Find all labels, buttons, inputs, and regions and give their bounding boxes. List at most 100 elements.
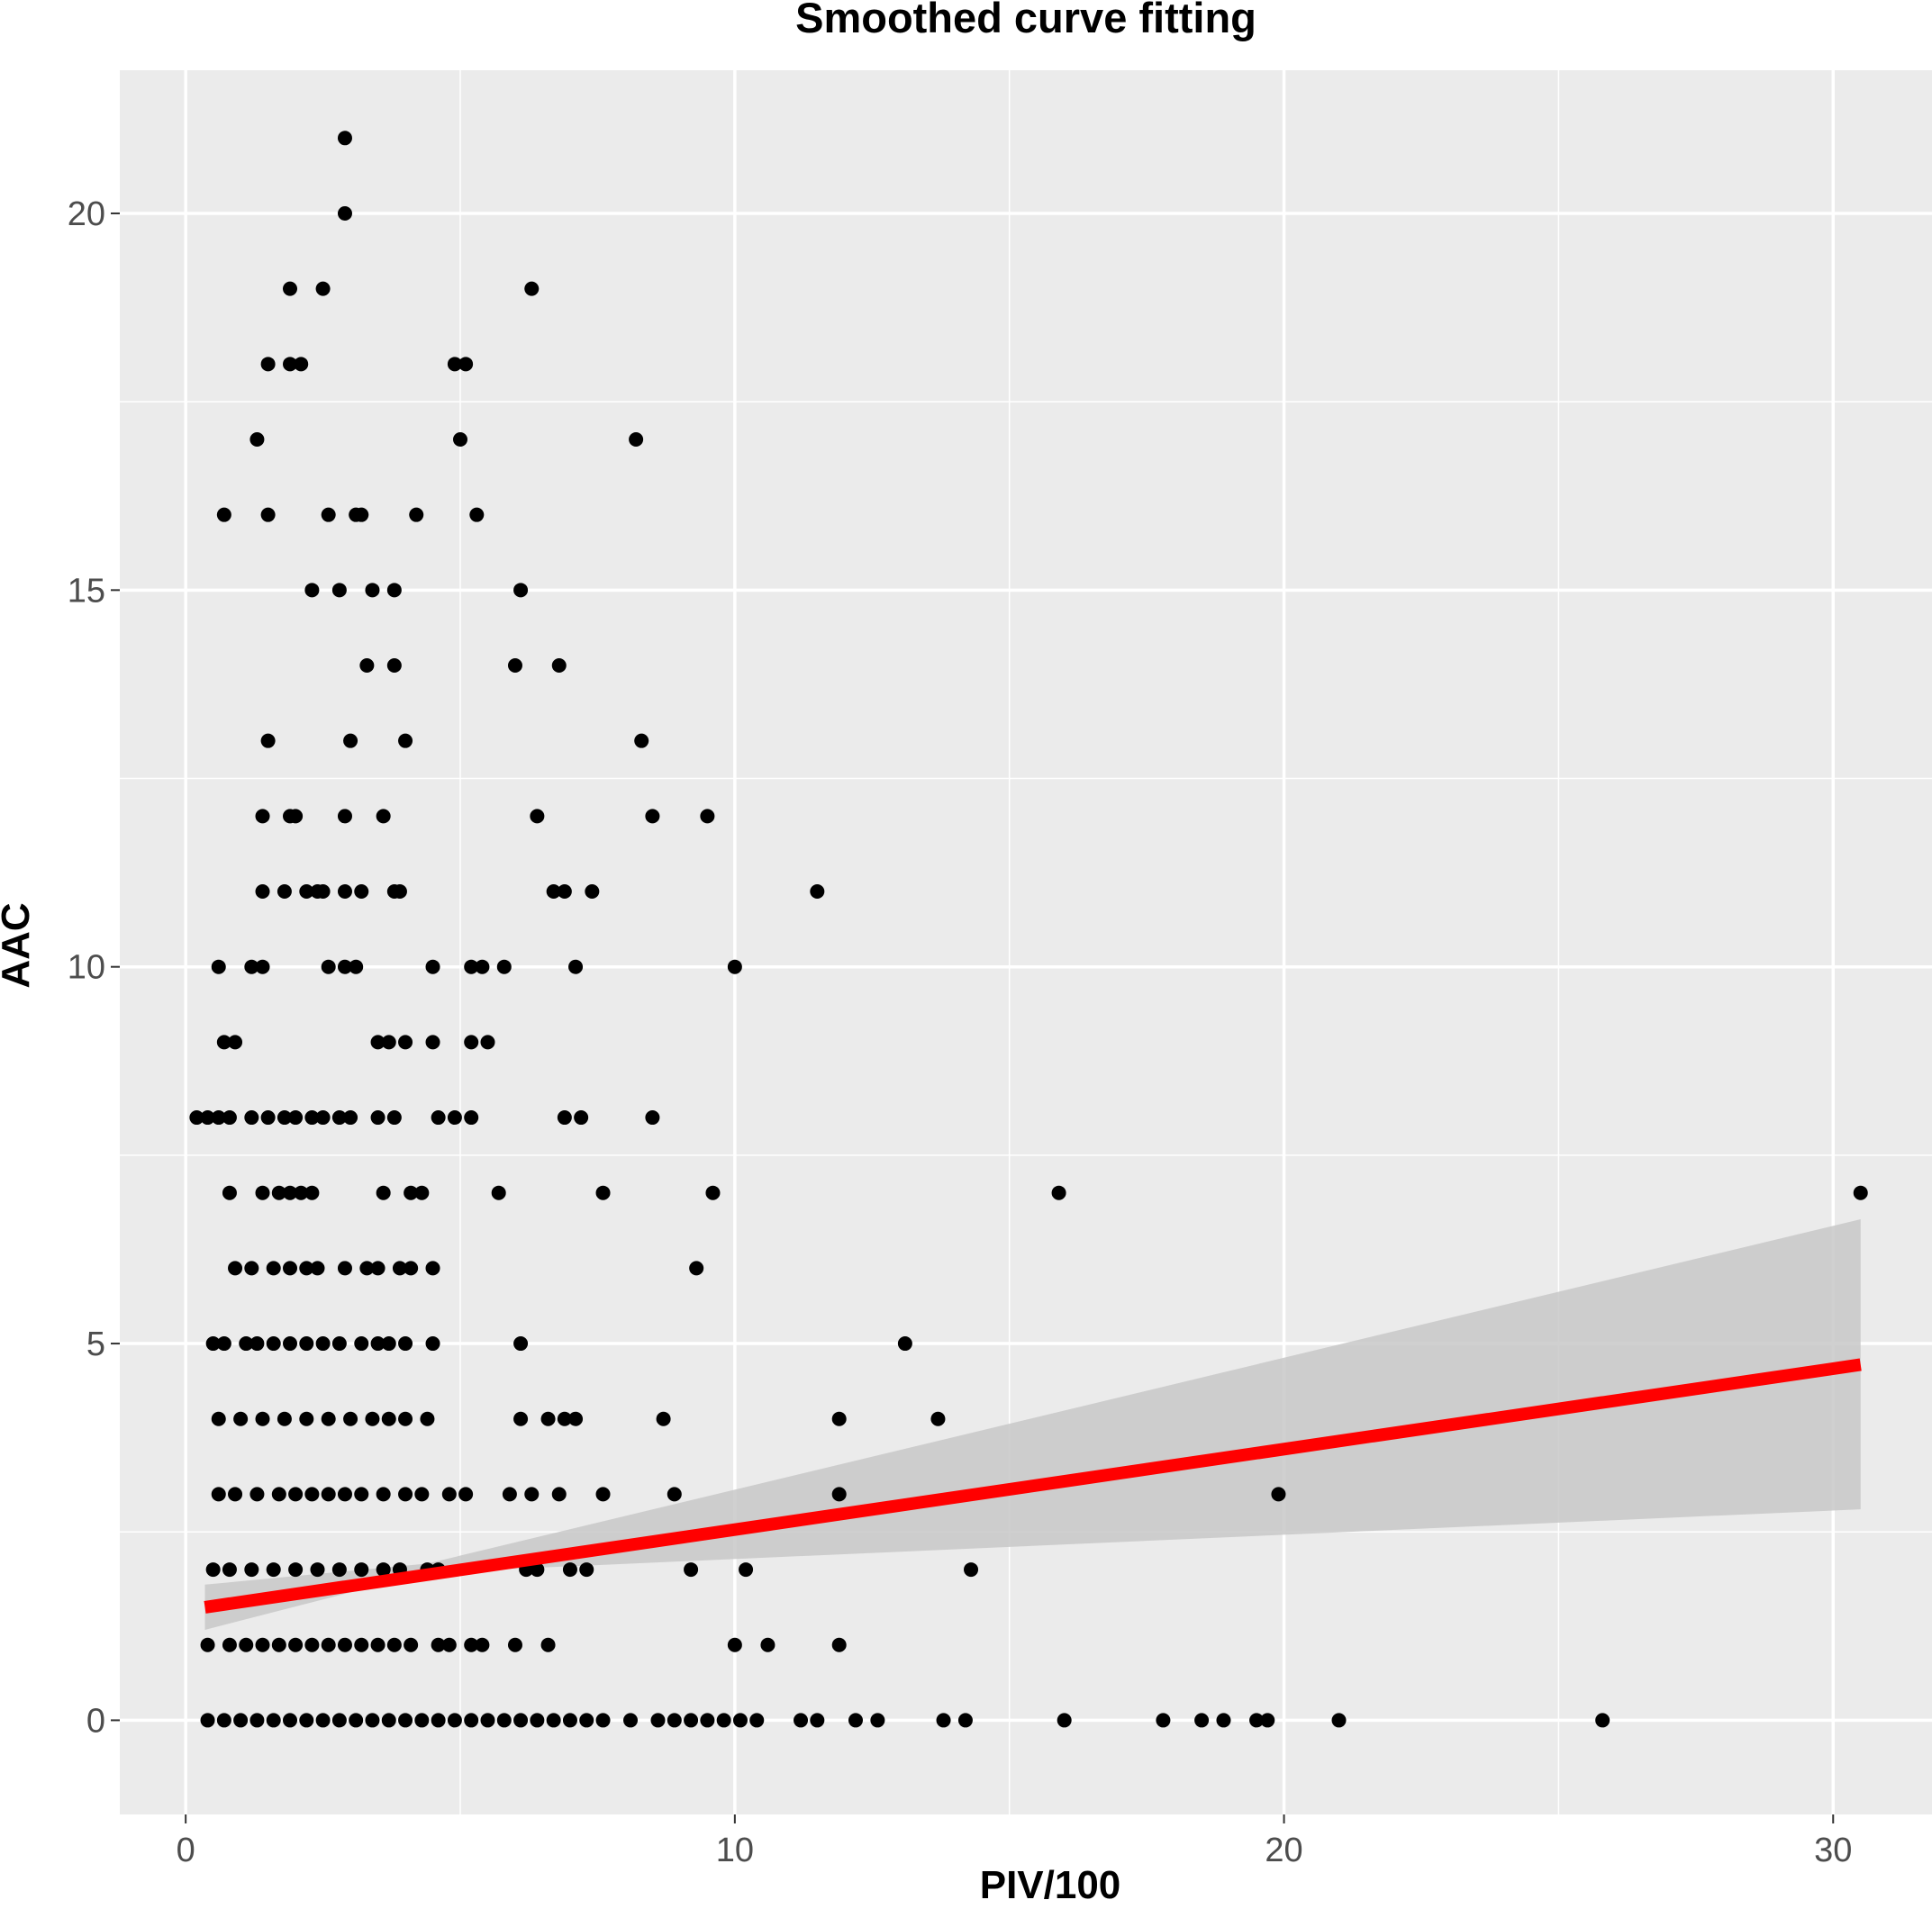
- data-point: [464, 1713, 479, 1728]
- data-point: [260, 507, 276, 522]
- data-point: [732, 1713, 748, 1728]
- x-axis-ticks: 0 10 20 30: [177, 1814, 1852, 1869]
- y-axis-title: AAC: [0, 902, 38, 988]
- data-point: [579, 1713, 594, 1728]
- data-point: [930, 1411, 946, 1426]
- data-point: [414, 1185, 430, 1200]
- data-point: [936, 1713, 951, 1728]
- data-point: [299, 1713, 314, 1728]
- data-point: [271, 1637, 286, 1652]
- data-point: [957, 1713, 973, 1728]
- data-point: [392, 884, 407, 900]
- data-point: [370, 1336, 385, 1352]
- data-point: [810, 884, 825, 900]
- data-point: [551, 1487, 567, 1502]
- data-point: [283, 1261, 298, 1276]
- data-point: [337, 884, 352, 900]
- x-tick-label: 10: [716, 1832, 754, 1869]
- data-point: [475, 959, 490, 974]
- data-point: [189, 1110, 204, 1126]
- data-point: [1194, 1713, 1210, 1728]
- data-point: [579, 1562, 594, 1578]
- data-point: [794, 1713, 809, 1728]
- data-point: [200, 1110, 215, 1126]
- data-point: [244, 1261, 259, 1276]
- data-point: [381, 1411, 396, 1426]
- data-point: [337, 1487, 352, 1502]
- data-point: [277, 1110, 292, 1126]
- data-point: [684, 1713, 699, 1728]
- data-point: [337, 1637, 352, 1652]
- data-point: [343, 1411, 358, 1426]
- data-point: [271, 1487, 286, 1502]
- data-point: [216, 507, 231, 522]
- y-axis-ticks: 0 5 10 15 20: [68, 195, 120, 1740]
- data-point: [337, 1261, 352, 1276]
- data-point: [310, 1562, 325, 1578]
- data-point: [398, 1336, 413, 1352]
- x-axis-title: PIV/100: [980, 1863, 1121, 1907]
- data-point: [310, 1261, 325, 1276]
- data-point: [205, 1336, 221, 1352]
- data-point: [381, 1713, 396, 1728]
- data-point: [365, 1713, 380, 1728]
- data-point: [464, 1637, 479, 1652]
- x-tick-label: 30: [1814, 1832, 1852, 1869]
- data-point: [354, 1637, 369, 1652]
- data-point: [315, 1336, 331, 1352]
- data-point: [370, 1035, 385, 1050]
- data-point: [228, 1035, 243, 1050]
- data-point: [431, 1110, 446, 1126]
- data-point: [233, 1411, 249, 1426]
- data-point: [431, 1713, 446, 1728]
- data-point: [239, 1637, 254, 1652]
- data-point: [386, 583, 402, 598]
- data-point: [650, 1713, 666, 1728]
- data-point: [283, 1713, 298, 1728]
- data-point: [249, 1713, 265, 1728]
- data-point: [304, 1185, 320, 1200]
- data-point: [321, 507, 336, 522]
- data-point: [810, 1713, 825, 1728]
- data-point: [299, 1261, 314, 1276]
- data-point: [524, 1487, 540, 1502]
- data-point: [304, 1637, 320, 1652]
- data-point: [315, 884, 331, 900]
- data-point: [574, 1110, 589, 1126]
- data-point: [288, 809, 304, 824]
- data-point: [700, 1713, 715, 1728]
- data-point: [897, 1336, 912, 1352]
- data-point: [447, 357, 462, 372]
- data-point: [255, 809, 270, 824]
- data-point: [546, 1713, 561, 1728]
- confidence-band: [204, 1218, 1861, 1631]
- data-point: [331, 1562, 347, 1578]
- data-point: [1260, 1713, 1275, 1728]
- data-point: [277, 1411, 292, 1426]
- data-point: [386, 1637, 402, 1652]
- data-point: [359, 658, 375, 674]
- data-point: [359, 1261, 375, 1276]
- data-point: [496, 1713, 512, 1728]
- data-point: [266, 1562, 281, 1578]
- data-point: [304, 1487, 320, 1502]
- data-point: [337, 959, 352, 974]
- data-point: [294, 357, 309, 372]
- data-point: [1051, 1185, 1066, 1200]
- data-point: [260, 733, 276, 748]
- data-point: [200, 1637, 215, 1652]
- data-point: [1331, 1713, 1347, 1728]
- data-point: [386, 1110, 402, 1126]
- data-point: [381, 1336, 396, 1352]
- data-point: [667, 1487, 682, 1502]
- data-point: [464, 1110, 479, 1126]
- data-point: [464, 959, 479, 974]
- data-point: [623, 1713, 639, 1728]
- data-point: [392, 1261, 407, 1276]
- data-point: [266, 1336, 281, 1352]
- data-point: [595, 1185, 611, 1200]
- data-point: [255, 1411, 270, 1426]
- data-point: [595, 1713, 611, 1728]
- data-point: [288, 1110, 304, 1126]
- data-point: [496, 959, 512, 974]
